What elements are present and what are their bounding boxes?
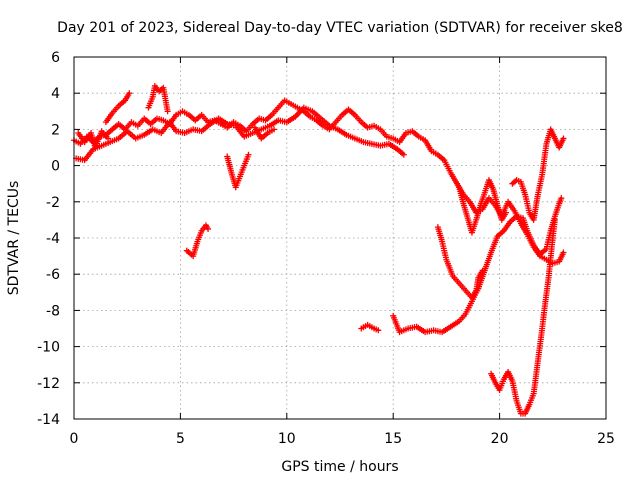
y-tick-label: -4 xyxy=(46,231,60,247)
chart-title: Day 201 of 2023, Sidereal Day-to-day VTE… xyxy=(57,20,623,36)
data-point xyxy=(502,209,509,216)
y-tick-label: -10 xyxy=(37,340,60,356)
series-track-7 xyxy=(224,151,252,191)
y-tick-label: -12 xyxy=(37,376,60,392)
y-tick-label: 0 xyxy=(51,159,60,175)
series-track-5 xyxy=(75,128,112,151)
x-tick-label: 15 xyxy=(384,431,402,447)
grid xyxy=(74,57,606,419)
series-track-10 xyxy=(390,195,565,336)
y-tick-label: -14 xyxy=(37,412,60,428)
y-tick-label: 4 xyxy=(51,86,60,102)
series-track-12 xyxy=(488,216,558,417)
series-track-14 xyxy=(456,177,509,236)
y-axis-title: SDTVAR / TECUs xyxy=(6,181,22,296)
x-tick-label: 0 xyxy=(70,431,79,447)
x-tick-label: 5 xyxy=(176,431,185,447)
x-tick-label: 25 xyxy=(597,431,615,447)
data-point xyxy=(479,267,486,274)
y-tick-label: 6 xyxy=(51,50,60,66)
series-track-9 xyxy=(358,321,382,334)
data-point xyxy=(271,126,278,133)
y-tick-label: -2 xyxy=(46,195,60,211)
x-tick-label: 10 xyxy=(278,431,296,447)
data-point xyxy=(560,249,567,256)
axes: 0 5 10 15 20 25 -14 -12 -10 -8 -6 -4 -2 0 2 4 6 xyxy=(37,50,615,447)
x-axis-title: GPS time / hours xyxy=(281,459,398,475)
data-point xyxy=(205,225,212,232)
series-track-6 xyxy=(183,222,212,260)
data-point xyxy=(126,90,133,97)
series-track-3 xyxy=(102,90,133,126)
data-point xyxy=(164,108,171,115)
data-point xyxy=(105,135,112,142)
data-point xyxy=(245,151,252,158)
data-point xyxy=(551,216,558,223)
series-track-4 xyxy=(145,82,171,115)
series-track-2 xyxy=(73,104,407,164)
data-point xyxy=(375,327,382,334)
y-tick-label: -6 xyxy=(46,267,60,283)
series-track-8 xyxy=(251,124,278,142)
series-track-11 xyxy=(434,224,486,301)
y-tick-label: -8 xyxy=(46,303,60,319)
data-point xyxy=(558,195,565,202)
data-series xyxy=(71,82,567,417)
x-tick-label: 20 xyxy=(491,431,509,447)
data-point xyxy=(560,135,567,142)
data-point xyxy=(400,151,407,158)
y-tick-label: 2 xyxy=(51,122,60,138)
plot-frame xyxy=(73,56,607,420)
series-track-13 xyxy=(509,126,567,223)
